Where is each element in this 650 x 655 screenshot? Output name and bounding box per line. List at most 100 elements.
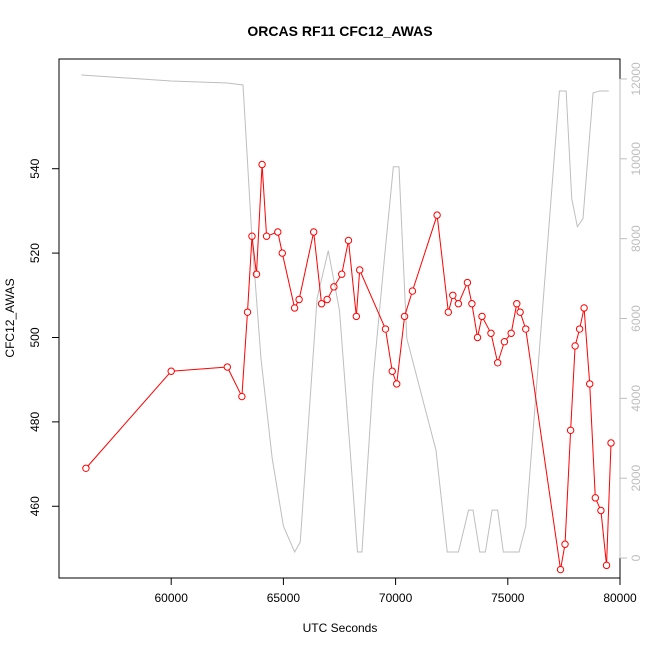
series-1-point bbox=[290, 304, 299, 312]
y2-tick-label: 6000 bbox=[629, 305, 643, 332]
secondary-series-layer bbox=[81, 74, 609, 554]
x-axis-label: UTC Seconds bbox=[303, 621, 378, 635]
series-1-point bbox=[344, 236, 353, 245]
series-1-point bbox=[258, 160, 266, 169]
series-1-point bbox=[522, 325, 530, 333]
y2-axis: 0 2000 4000 6000 8000 10000 12000 bbox=[619, 62, 643, 561]
series-1-segment bbox=[335, 276, 341, 285]
series-1-point bbox=[388, 367, 396, 375]
y2-tick-label: 4000 bbox=[629, 385, 643, 412]
series-1-point bbox=[338, 270, 346, 278]
series-1-segment bbox=[498, 344, 504, 360]
series-1-point bbox=[278, 249, 286, 257]
series-1-segment bbox=[564, 433, 571, 542]
series-1-segment bbox=[341, 243, 349, 272]
series-1-segment bbox=[385, 332, 393, 369]
x-tick-label: 75000 bbox=[491, 591, 525, 605]
series-1-point bbox=[468, 300, 476, 308]
series-1-point bbox=[167, 367, 175, 375]
series-1-segment bbox=[412, 218, 437, 289]
series-1-point bbox=[602, 561, 611, 570]
y-axis: 460 480 500 520 540 bbox=[28, 158, 60, 516]
series-1-segment bbox=[520, 315, 526, 327]
series-1-segment bbox=[360, 272, 385, 327]
series-1-segment bbox=[448, 298, 453, 310]
series-1-point bbox=[586, 380, 594, 388]
series-1-segment bbox=[511, 306, 517, 331]
series-1-segment bbox=[467, 285, 472, 301]
series-1-segment bbox=[506, 335, 510, 340]
series-1-segment bbox=[261, 167, 267, 234]
series-1-segment bbox=[596, 500, 601, 508]
series-1-segment bbox=[348, 243, 357, 314]
x-axis: 60000 65000 70000 75000 80000 bbox=[155, 577, 637, 605]
series-1-point bbox=[454, 300, 463, 308]
series-2-line bbox=[81, 74, 609, 554]
series-1-point bbox=[330, 283, 338, 291]
series-1-point bbox=[252, 270, 261, 278]
series-1-point bbox=[408, 287, 417, 295]
series-1-point bbox=[561, 540, 569, 548]
series-1-point bbox=[478, 312, 486, 321]
series-1-point bbox=[607, 439, 615, 447]
series-1-segment bbox=[405, 293, 412, 314]
series-1-point bbox=[274, 228, 282, 236]
series-1-point bbox=[566, 426, 575, 435]
y2-tick-label: 2000 bbox=[629, 465, 643, 492]
series-1-point bbox=[597, 506, 605, 515]
series-1-segment bbox=[477, 319, 482, 335]
series-1-segment bbox=[251, 239, 257, 272]
series-1-point bbox=[473, 333, 482, 342]
series-1-segment bbox=[579, 310, 584, 327]
series-1-point bbox=[262, 232, 271, 240]
series-1-point bbox=[223, 363, 232, 371]
series-1-point bbox=[381, 325, 390, 333]
series-1-segment bbox=[313, 235, 322, 301]
series-1-segment bbox=[454, 297, 458, 302]
series-1-segment bbox=[295, 302, 299, 306]
series-1-segment bbox=[589, 387, 596, 495]
series-1-segment bbox=[247, 239, 253, 310]
y2-tick-label: 12000 bbox=[629, 62, 643, 96]
series-1-segment bbox=[392, 374, 397, 382]
series-1-segment bbox=[491, 336, 498, 360]
y2-tick-label: 8000 bbox=[629, 225, 643, 252]
series-1-point bbox=[575, 325, 584, 333]
series-1-point bbox=[500, 338, 509, 346]
series-1-segment bbox=[356, 273, 360, 314]
x-tick-label: 60000 bbox=[155, 591, 189, 605]
series-1-segment bbox=[471, 306, 478, 335]
y-axis-label: CFC12_AWAS bbox=[3, 278, 17, 357]
series-1-point bbox=[487, 329, 495, 337]
series-1-segment bbox=[570, 349, 576, 428]
x-tick-label: 65000 bbox=[267, 591, 301, 605]
series-1-segment bbox=[277, 235, 283, 251]
series-1-point bbox=[444, 308, 453, 316]
series-1-point bbox=[243, 308, 252, 316]
series-1-point bbox=[513, 300, 521, 308]
y2-tick-label: 0 bbox=[629, 554, 643, 561]
series-1-point bbox=[507, 329, 515, 337]
primary-series-layer bbox=[82, 160, 615, 574]
series-1-segment bbox=[174, 366, 225, 372]
series-1-segment bbox=[560, 547, 565, 567]
series-1-point bbox=[238, 392, 246, 401]
series-1-segment bbox=[575, 332, 580, 343]
series-1-point bbox=[356, 266, 364, 274]
series-1-segment bbox=[87, 373, 170, 467]
series-1-point bbox=[352, 312, 361, 321]
series-1-point bbox=[309, 228, 318, 236]
series-1-point bbox=[516, 308, 524, 316]
series-1-segment bbox=[269, 232, 275, 236]
series-1-segment bbox=[459, 285, 467, 301]
series-1-segment bbox=[299, 235, 314, 297]
y-tick-label: 540 bbox=[28, 158, 42, 178]
series-1-point bbox=[494, 359, 502, 367]
series-1-point bbox=[248, 232, 256, 240]
series-1-point bbox=[556, 565, 565, 574]
y-tick-label: 500 bbox=[28, 327, 42, 347]
series-1-segment bbox=[483, 318, 490, 331]
series-1-point bbox=[580, 304, 588, 312]
